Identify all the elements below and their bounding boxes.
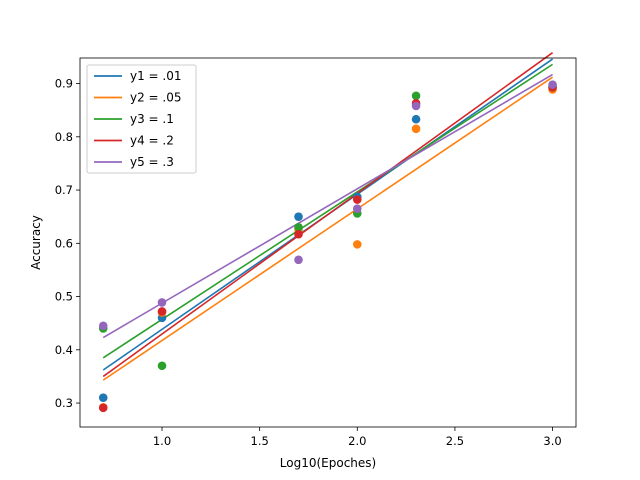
y-tick-label: 0.3	[55, 396, 73, 410]
legend-label-3: y3 = .1	[130, 112, 174, 126]
point-series-5-3	[294, 255, 303, 265]
point-series-4-2	[157, 307, 167, 316]
point-series-1-1	[98, 393, 108, 403]
point-series-2-5	[411, 124, 421, 134]
series-layer	[98, 52, 557, 413]
point-series-5-2	[157, 298, 167, 307]
point-series-5-5	[411, 101, 421, 111]
legend-label-4: y4 = .2	[130, 134, 174, 148]
point-series-4-1	[98, 403, 108, 413]
fit-line-series-2	[102, 76, 554, 381]
x-tick-label: 1.5	[251, 434, 269, 448]
fit-line-series-3	[102, 63, 554, 359]
point-series-3-2	[157, 361, 167, 371]
legend-label-1: y1 = .01	[130, 69, 182, 83]
x-tick-label: 2.0	[348, 434, 366, 448]
plot-frame	[79, 57, 577, 428]
axis-ticks: 1.0 1.5 2.0 2.5 3.0 0.3 0.4 0.5 0.6 0.7 0.8 0.9	[55, 77, 562, 448]
point-series-5-6	[548, 80, 557, 89]
x-tick-label: 1.0	[153, 434, 171, 448]
y-tick-label: 0.7	[55, 183, 73, 197]
point-series-4-3	[294, 229, 303, 239]
y-tick-label: 0.9	[55, 77, 73, 91]
point-series-3-5	[411, 91, 421, 101]
point-series-5-4	[352, 204, 362, 213]
point-series-5-1	[98, 321, 108, 331]
point-series-3-3	[294, 223, 303, 232]
y-tick-label: 0.5	[55, 290, 73, 304]
y-tick-label: 0.6	[55, 236, 73, 250]
x-tick-label: 3.0	[543, 434, 561, 448]
x-axis-label: Log10(Epoches)	[280, 456, 376, 470]
x-tick-label: 2.5	[446, 434, 464, 448]
point-series-2-4	[352, 240, 362, 249]
y-tick-label: 0.4	[55, 343, 73, 357]
legend-box	[86, 64, 197, 174]
legend-label-2: y2 = .05	[130, 91, 182, 105]
legend: y1 = .01 y2 = .05 y3 = .1 y4 = .2 y5 = .3	[86, 64, 197, 174]
point-series-1-5	[411, 114, 421, 124]
y-tick-label: 0.8	[55, 130, 73, 144]
fit-line-series-4	[102, 52, 554, 378]
point-series-4-4	[352, 195, 362, 204]
y-axis-label: Accuracy	[29, 215, 43, 270]
fit-line-series-5	[102, 73, 553, 339]
point-series-1-3	[294, 212, 303, 221]
legend-label-5: y5 = .3	[130, 155, 174, 169]
